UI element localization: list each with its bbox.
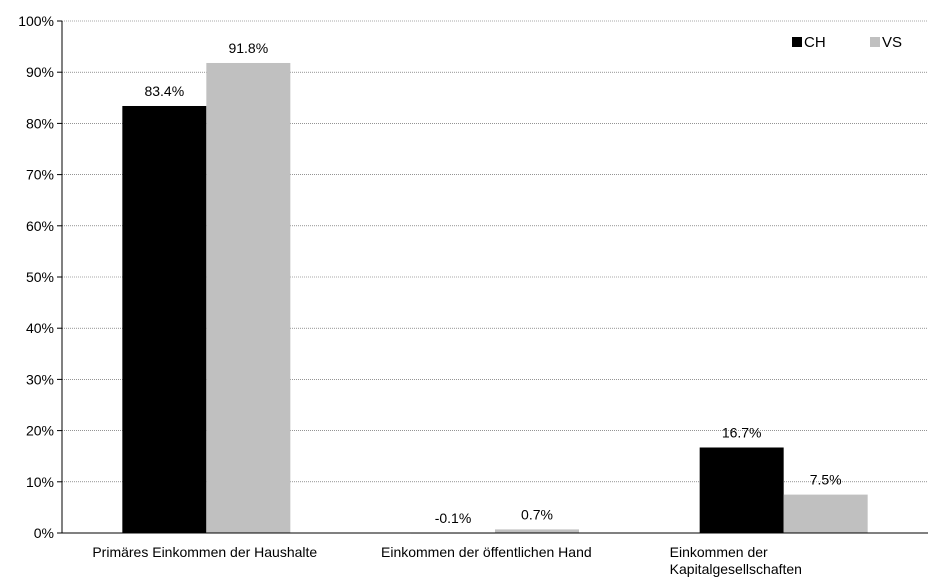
x-category-label: Einkommen der öffentlichen Hand	[381, 544, 592, 560]
data-label: 16.7%	[722, 424, 762, 440]
y-axis-ticks: 0% 10% 20% 30% 40% 50% 60% 70% 80% 90% 100%	[18, 13, 62, 541]
y-tick-label: 90%	[26, 64, 54, 80]
y-tick-label: 30%	[26, 371, 54, 387]
legend: CH VS	[792, 34, 902, 51]
x-axis-category-labels: Primäres Einkommen der Haushalte Einkomme…	[92, 544, 802, 577]
data-label: 83.4%	[144, 83, 184, 99]
y-tick-label: 0%	[34, 525, 54, 541]
bar-vs	[783, 494, 868, 533]
y-tick-label: 100%	[18, 13, 54, 29]
y-tick-label: 20%	[26, 423, 54, 439]
x-category-label: Kapitalgesellschaften	[670, 561, 802, 577]
data-label: 91.8%	[228, 40, 268, 56]
bar-vs	[206, 62, 291, 533]
legend-swatch-ch	[792, 37, 802, 47]
data-label: -0.1%	[435, 510, 472, 526]
legend-label: VS	[882, 34, 902, 51]
data-labels: 83.4% 91.8% -0.1% 0.7% 16.7% 7.5%	[144, 40, 841, 526]
y-tick-label: 60%	[26, 218, 54, 234]
bars	[122, 62, 868, 534]
bar-ch	[122, 105, 207, 533]
bar-ch	[699, 447, 784, 533]
data-label: 0.7%	[521, 506, 553, 522]
legend-swatch-vs	[870, 37, 880, 47]
y-tick-label: 70%	[26, 167, 54, 183]
x-category-label: Einkommen der	[670, 544, 768, 560]
legend-label: CH	[804, 34, 826, 51]
x-category-label: Primäres Einkommen der Haushalte	[92, 544, 317, 560]
y-tick-label: 80%	[26, 115, 54, 131]
y-tick-label: 10%	[26, 474, 54, 490]
y-tick-label: 50%	[26, 269, 54, 285]
y-tick-label: 40%	[26, 320, 54, 336]
data-label: 7.5%	[810, 472, 842, 488]
bar-vs	[495, 529, 579, 533]
